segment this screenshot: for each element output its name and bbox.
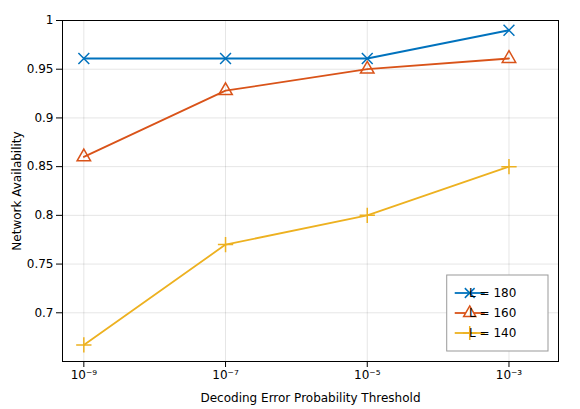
svg-text:10⁻⁹: 10⁻⁹ [71,368,98,382]
svg-text:Network Availability: Network Availability [10,131,24,250]
svg-text:L = 160: L = 160 [469,306,516,320]
svg-text:0.8: 0.8 [34,208,53,222]
svg-text:0.95: 0.95 [27,62,54,76]
svg-text:L = 180: L = 180 [469,286,516,300]
svg-text:Decoding Error Probability Thr: Decoding Error Probability Threshold [200,391,420,405]
svg-text:10⁻⁵: 10⁻⁵ [354,368,381,382]
svg-text:0.7: 0.7 [34,306,53,320]
svg-text:0.9: 0.9 [34,111,53,125]
svg-text:L = 140: L = 140 [469,326,516,340]
svg-text:0.75: 0.75 [27,257,54,271]
svg-text:1: 1 [46,13,54,27]
svg-text:0.85: 0.85 [27,159,54,173]
svg-text:10⁻³: 10⁻³ [496,368,523,382]
svg-text:10⁻⁷: 10⁻⁷ [212,368,239,382]
